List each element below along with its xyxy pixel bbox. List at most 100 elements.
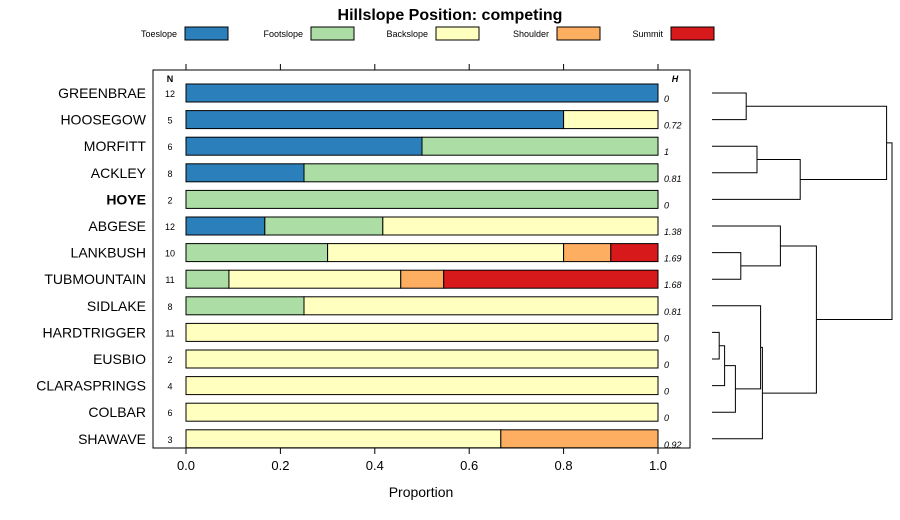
- x-tick-label: 0.8: [555, 458, 573, 473]
- legend-label-shoulder: Shoulder: [513, 29, 549, 39]
- bar-segment-backslope: [382, 216, 659, 236]
- row-h-value: 1.69: [664, 254, 682, 264]
- bar-segment-backslope: [185, 429, 502, 449]
- row-lankbush: LANKBUSH 10 1.69: [71, 243, 682, 264]
- legend-swatch-backslope: [435, 26, 480, 41]
- bar-segment-backslope: [327, 243, 565, 263]
- bar-segment-shoulder: [500, 429, 659, 449]
- bar-segment-footslope: [185, 296, 305, 316]
- row-label: ACKLEY: [91, 165, 147, 181]
- row-colbar: COLBAR 6 0: [88, 402, 669, 423]
- row-h-value: 0: [664, 360, 669, 370]
- dendrogram-link: [762, 245, 817, 394]
- row-shawave: SHAWAVE 3 0.92: [78, 429, 682, 450]
- dendrogram-link: [816, 142, 893, 321]
- row-label: GREENBRAE: [58, 85, 146, 101]
- x-tick-label: 0.4: [366, 458, 384, 473]
- bar-segment-summit: [443, 269, 659, 289]
- row-h-value: 1.38: [664, 227, 682, 237]
- row-clarasprings: CLARASPRINGS 4 0: [36, 376, 669, 397]
- bar-segment-footslope: [303, 163, 659, 183]
- row-n-value: 2: [167, 195, 172, 205]
- row-n-value: 2: [167, 355, 172, 365]
- legend-swatch-toeslope: [184, 26, 229, 41]
- row-h-value: 0.81: [664, 307, 682, 317]
- row-n-value: 3: [167, 435, 172, 445]
- bar-segment-summit: [610, 243, 659, 263]
- row-label: EUSBIO: [93, 351, 146, 367]
- row-sidlake: SIDLAKE 8 0.81: [87, 296, 682, 317]
- dendrogram: [712, 92, 893, 440]
- bar-segment-shoulder: [563, 243, 612, 263]
- chart-title: Hillslope Position: competing: [338, 7, 563, 24]
- row-h-value: 1.68: [664, 280, 682, 290]
- row-n-value: 11: [165, 275, 174, 285]
- legend: Toeslope Footslope Backslope Shoulder Summit: [141, 26, 715, 41]
- row-label: MORFITT: [84, 138, 147, 154]
- dendrogram-link: [712, 346, 763, 440]
- bar-segment-footslope: [185, 243, 329, 263]
- legend-label-toeslope: Toeslope: [141, 29, 177, 39]
- row-h-value: 0.92: [664, 440, 682, 450]
- x-tick-label: 0.0: [177, 458, 195, 473]
- row-hoosegow: HOOSEGOW 5 0.72: [60, 110, 682, 131]
- bar-segment-backslope: [185, 349, 659, 369]
- bar-segment-backslope: [563, 110, 659, 130]
- row-h-value: 0: [664, 94, 669, 104]
- dendrogram-link: [712, 92, 747, 121]
- row-label: HARDTRIGGER: [43, 324, 146, 340]
- row-n-value: 10: [165, 249, 175, 259]
- row-label: LANKBUSH: [71, 245, 146, 261]
- bar-segment-backslope: [228, 269, 402, 289]
- bar-segment-footslope: [264, 216, 384, 236]
- dendrogram-link: [712, 365, 736, 413]
- row-hardtrigger: HARDTRIGGER 11 0: [43, 322, 669, 343]
- row-tubmountain: TUBMOUNTAIN 11 1.68: [44, 269, 682, 290]
- row-h-value: 0: [664, 200, 669, 210]
- bar-segment-toeslope: [185, 110, 565, 130]
- bar-segment-backslope: [185, 322, 659, 342]
- n-column-header: N: [167, 74, 174, 84]
- bar-segment-backslope: [185, 376, 659, 396]
- row-label: HOOSEGOW: [60, 112, 146, 128]
- dendrogram-link: [712, 159, 801, 200]
- row-ackley: ACKLEY 8 0.81: [91, 163, 682, 184]
- row-n-value: 8: [167, 302, 172, 312]
- dendrogram-link: [712, 345, 726, 387]
- legend-label-footslope: Footslope: [263, 29, 303, 39]
- row-n-value: 12: [165, 89, 175, 99]
- x-axis: 0.0 0.2 0.4 0.6 0.8 1.0: [177, 64, 667, 473]
- bar-segment-footslope: [185, 269, 230, 289]
- legend-swatch-summit: [670, 26, 715, 41]
- row-abgese: ABGESE 12 1.38: [88, 216, 682, 237]
- bar-segment-backslope: [303, 296, 659, 316]
- row-label: TUBMOUNTAIN: [44, 271, 146, 287]
- row-h-value: 0.81: [664, 174, 682, 184]
- dendrogram-link: [712, 252, 742, 280]
- legend-swatch-footslope: [310, 26, 355, 41]
- row-h-value: 0: [664, 387, 669, 397]
- row-label: SHAWAVE: [78, 431, 146, 447]
- h-column-header: H: [672, 74, 679, 84]
- row-n-value: 5: [167, 116, 172, 126]
- x-tick-label: 1.0: [649, 458, 667, 473]
- dendrogram-link: [712, 331, 720, 360]
- row-label: COLBAR: [88, 404, 146, 420]
- bar-segment-toeslope: [185, 136, 423, 156]
- bar-segment-toeslope: [185, 216, 266, 236]
- bar-segment-shoulder: [400, 269, 445, 289]
- legend-swatch-shoulder: [556, 26, 601, 41]
- bar-segment-toeslope: [185, 83, 659, 103]
- bar-segment-toeslope: [185, 163, 305, 183]
- row-label: HOYE: [106, 191, 146, 207]
- row-n-value: 4: [167, 382, 172, 392]
- row-greenbrae: GREENBRAE 12 0: [58, 83, 669, 104]
- legend-label-backslope: Backslope: [386, 29, 428, 39]
- row-n-value: 6: [167, 142, 172, 152]
- legend-label-summit: Summit: [632, 29, 663, 39]
- bar-segment-backslope: [185, 402, 659, 422]
- row-n-value: 11: [165, 328, 174, 338]
- row-n-value: 8: [167, 169, 172, 179]
- dendrogram-link: [746, 105, 888, 180]
- dendrogram-link: [712, 145, 758, 174]
